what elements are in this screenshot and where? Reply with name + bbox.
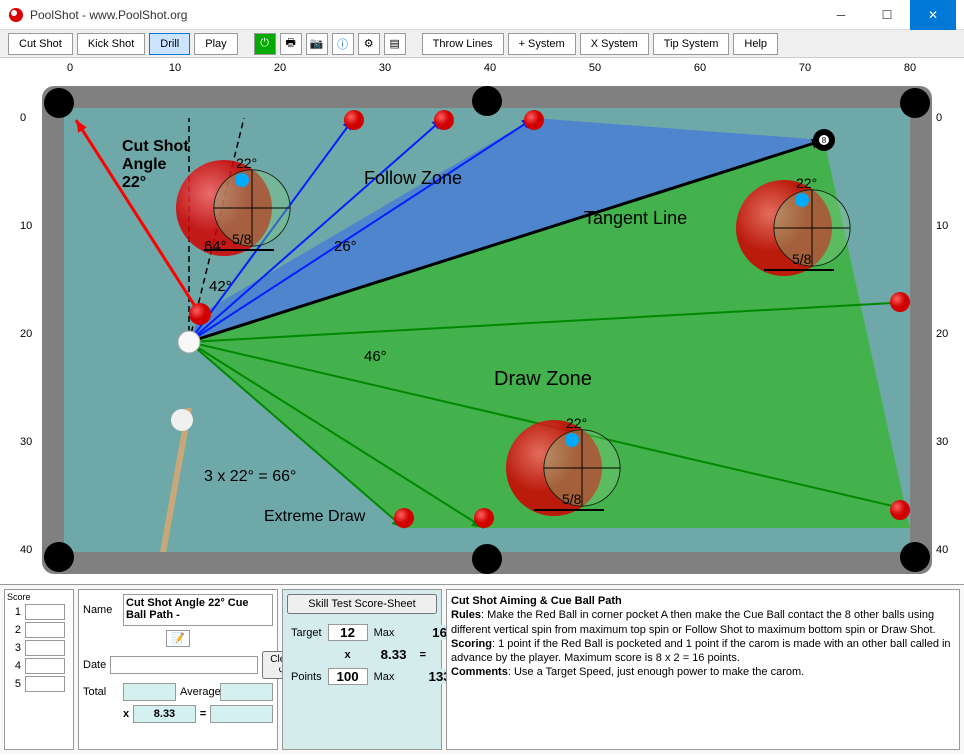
pocket bbox=[900, 88, 930, 118]
target-input[interactable] bbox=[328, 624, 368, 641]
eq-label: = bbox=[200, 708, 206, 720]
titlebar: PoolShot - www.PoolShot.org ─ ☐ ✕ bbox=[0, 0, 964, 30]
x-label: x bbox=[123, 708, 129, 720]
score-input[interactable] bbox=[25, 604, 65, 620]
play-button[interactable]: Play bbox=[194, 33, 237, 55]
ruler-top: 01020304050607080 bbox=[50, 62, 934, 80]
average-input[interactable] bbox=[220, 683, 273, 701]
throw-lines-button[interactable]: Throw Lines bbox=[422, 33, 504, 55]
max1-label: Max bbox=[372, 622, 416, 643]
rules-panel: Cut Shot Aiming & Cue Ball Path Rules: M… bbox=[446, 589, 960, 750]
toolbar: Cut Shot Kick Shot Drill Play ⏻ 🖶 📷 ⓘ ⚙ … bbox=[0, 30, 964, 58]
pocket bbox=[44, 88, 74, 118]
ruler-left: 010203040 bbox=[20, 108, 42, 548]
average-label: Average bbox=[180, 686, 216, 698]
pool-table[interactable]: 822°5/822°5/822°5/8 Cut ShotAngle22°Foll… bbox=[42, 86, 932, 574]
total-input[interactable] bbox=[123, 683, 176, 701]
bottom-panel: Score 12345 Name Cut Shot Angle 22° Cue … bbox=[0, 584, 964, 754]
name-label: Name bbox=[83, 604, 119, 616]
drill-button[interactable]: Drill bbox=[149, 33, 190, 55]
score-input[interactable] bbox=[25, 622, 65, 638]
info-icon[interactable]: ⓘ bbox=[332, 33, 354, 55]
plus-system-button[interactable]: + System bbox=[508, 33, 576, 55]
edit-icon[interactable]: 📝 bbox=[166, 630, 190, 647]
gear-icon[interactable]: ⚙ bbox=[358, 33, 380, 55]
mult-input bbox=[374, 647, 414, 662]
max2-label: Max bbox=[372, 666, 416, 687]
date-label: Date bbox=[83, 659, 106, 671]
pocket bbox=[44, 542, 74, 572]
pocket bbox=[900, 542, 930, 572]
result-input[interactable] bbox=[210, 705, 273, 723]
pocket bbox=[472, 544, 502, 574]
pocket bbox=[472, 86, 502, 116]
help-button[interactable]: Help bbox=[733, 33, 778, 55]
ruler-right: 010203040 bbox=[936, 108, 958, 548]
rules-title: Cut Shot Aiming & Cue Ball Path bbox=[451, 595, 622, 607]
drill-name: Cut Shot Angle 22° Cue Ball Path - bbox=[123, 594, 273, 626]
app-icon bbox=[8, 7, 24, 23]
score-panel: Score 12345 bbox=[4, 589, 74, 750]
name-panel: Name Cut Shot Angle 22° Cue Ball Path - … bbox=[78, 589, 278, 750]
date-input[interactable] bbox=[110, 656, 258, 674]
labels: Cut ShotAngle22°Follow ZoneTangent LineD… bbox=[64, 108, 910, 552]
kick-shot-button[interactable]: Kick Shot bbox=[77, 33, 145, 55]
x-system-button[interactable]: X System bbox=[580, 33, 649, 55]
scoring-label: Scoring bbox=[451, 638, 492, 650]
skill-sheet-button[interactable]: Skill Test Score-Sheet bbox=[287, 594, 437, 614]
close-button[interactable]: ✕ bbox=[910, 0, 956, 30]
target-label: Target bbox=[289, 622, 324, 643]
window-title: PoolShot - www.PoolShot.org bbox=[30, 8, 818, 22]
tip-system-button[interactable]: Tip System bbox=[653, 33, 730, 55]
score-input[interactable] bbox=[25, 640, 65, 656]
cut-shot-button[interactable]: Cut Shot bbox=[8, 33, 73, 55]
points-input[interactable] bbox=[328, 668, 368, 685]
skill-panel: Skill Test Score-Sheet Target Max x = Po… bbox=[282, 589, 442, 750]
comments-label: Comments bbox=[451, 666, 508, 678]
maximize-button[interactable]: ☐ bbox=[864, 0, 910, 30]
camera-icon[interactable]: 📷 bbox=[306, 33, 328, 55]
points-label: Points bbox=[289, 666, 324, 687]
print-icon[interactable]: 🖶 bbox=[280, 33, 302, 55]
multiplier-input[interactable] bbox=[133, 705, 196, 723]
table-area: 01020304050607080 010203040 010203040 82… bbox=[0, 58, 964, 584]
power-icon[interactable]: ⏻ bbox=[254, 33, 276, 55]
score-header: Score bbox=[7, 592, 71, 602]
minimize-button[interactable]: ─ bbox=[818, 0, 864, 30]
rules-label: Rules bbox=[451, 609, 481, 621]
score-input[interactable] bbox=[25, 658, 65, 674]
total-label: Total bbox=[83, 686, 119, 698]
felt: 822°5/822°5/822°5/8 Cut ShotAngle22°Foll… bbox=[64, 108, 910, 552]
layers-icon[interactable]: ▤ bbox=[384, 33, 406, 55]
score-input[interactable] bbox=[25, 676, 65, 692]
